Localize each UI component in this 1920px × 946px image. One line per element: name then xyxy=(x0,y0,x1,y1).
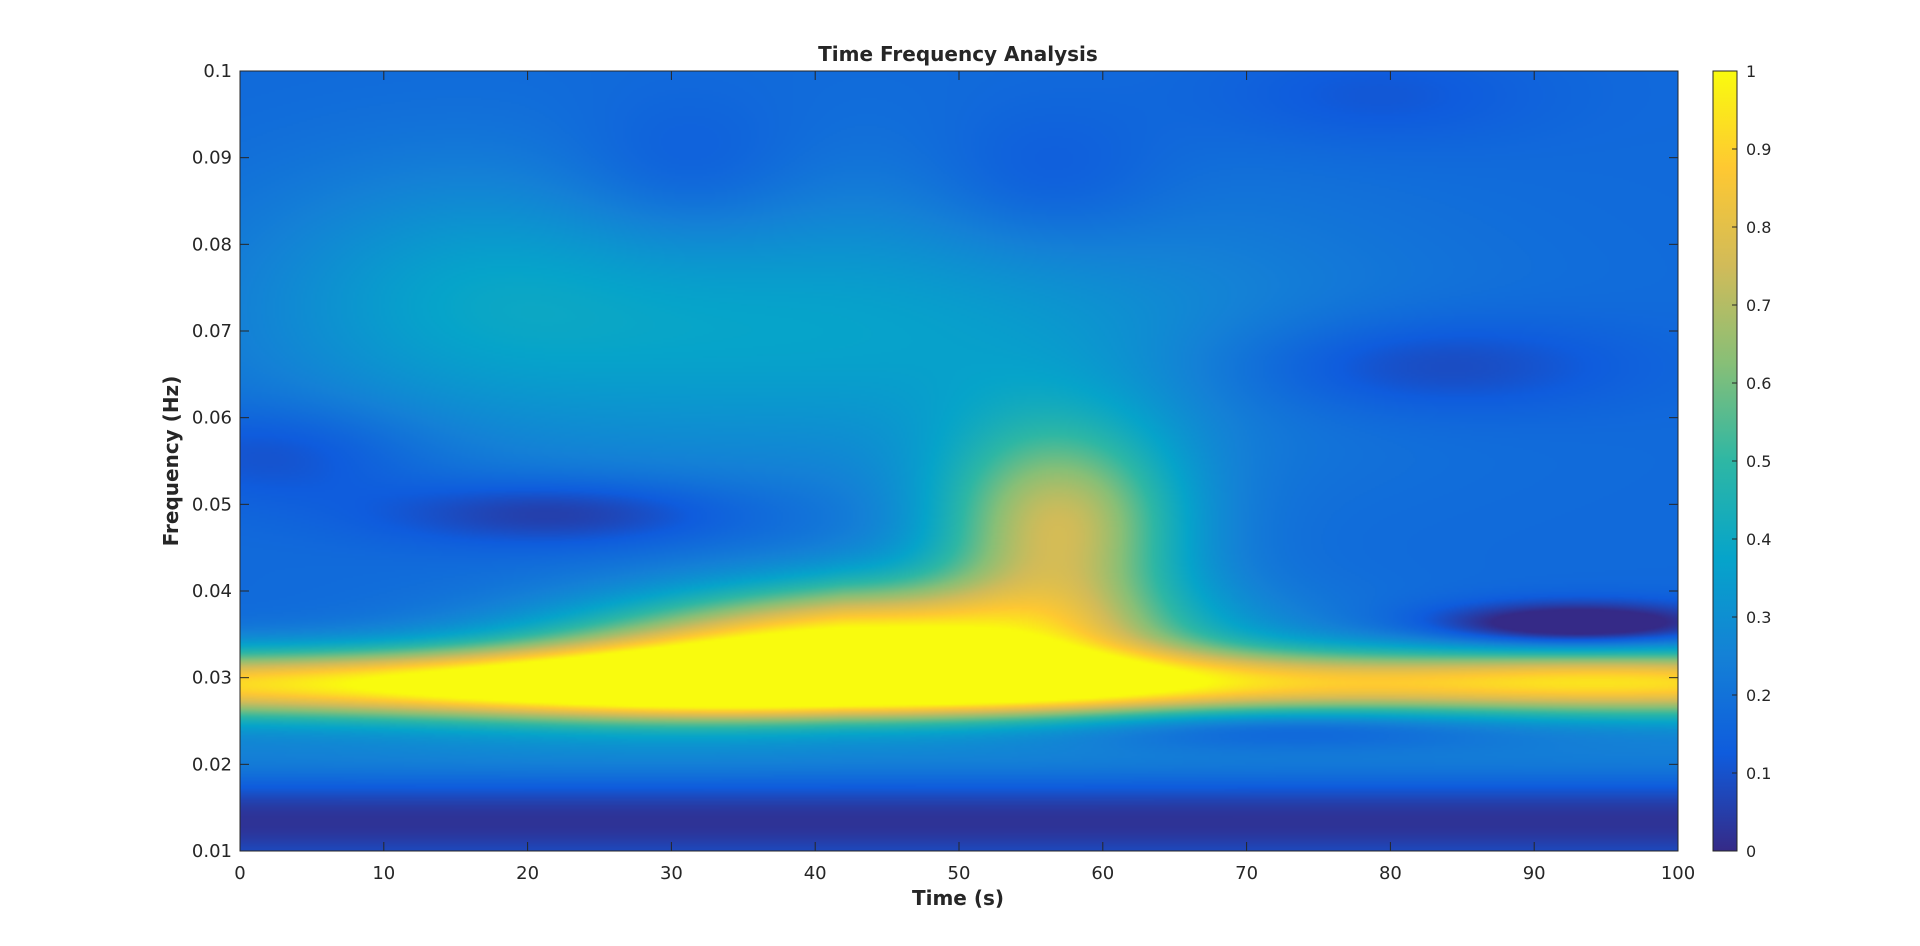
x-axis-title: Time (s) xyxy=(912,886,1004,910)
y-tick-label: 0.08 xyxy=(192,234,232,255)
y-tick-label: 0.02 xyxy=(192,754,232,775)
colorbar-tick-label: 0.6 xyxy=(1746,374,1771,393)
colorbar-axis: 0 0.1 0.2 0.3 0.4 0.5 0.6 0.7 0.8 0.9 1 xyxy=(1732,62,1771,861)
y-tick-label: 0.06 xyxy=(192,408,232,429)
chart-title: Time Frequency Analysis xyxy=(818,42,1098,66)
y-tick-label: 0.09 xyxy=(192,148,232,169)
x-tick-label: 10 xyxy=(372,863,395,884)
colorbar-tick-label: 0.9 xyxy=(1746,140,1771,159)
x-tick-label: 0 xyxy=(234,863,245,884)
y-tick-label: 0.1 xyxy=(203,61,232,82)
y-tick-label: 0.07 xyxy=(192,321,232,342)
x-tick-label: 50 xyxy=(948,863,971,884)
heatmap-image xyxy=(240,71,1678,851)
x-tick-label: 100 xyxy=(1661,863,1695,884)
colorbar-tick-label: 0.3 xyxy=(1746,608,1771,627)
colorbar-tick-label: 0.5 xyxy=(1746,452,1771,471)
colorbar-tick-label: 1 xyxy=(1746,62,1756,81)
x-tick-label: 40 xyxy=(804,863,827,884)
colorbar-tick-label: 0.8 xyxy=(1746,218,1771,237)
plot-area xyxy=(239,70,1679,852)
x-tick-label: 60 xyxy=(1091,863,1114,884)
y-tick-label: 0.04 xyxy=(192,581,232,602)
x-axis: 0 10 20 30 40 50 60 70 80 90 100 xyxy=(234,71,1695,884)
y-axis-title: Frequency (Hz) xyxy=(159,376,183,547)
x-tick-label: 90 xyxy=(1523,863,1546,884)
colorbar-tick-label: 0.2 xyxy=(1746,686,1771,705)
colorbar-tick-label: 0.1 xyxy=(1746,764,1771,783)
x-tick-label: 80 xyxy=(1379,863,1402,884)
colorbar-tick-label: 0.7 xyxy=(1746,296,1771,315)
y-tick-label: 0.03 xyxy=(192,668,232,689)
x-tick-label: 30 xyxy=(660,863,683,884)
y-tick-label: 0.01 xyxy=(192,841,232,862)
y-tick-label: 0.05 xyxy=(192,494,232,515)
colorbar-tick-label: 0.4 xyxy=(1746,530,1771,549)
y-axis: 0.01 0.02 0.03 0.04 0.05 0.06 0.07 0.08 0.09 0.1 xyxy=(192,61,1678,862)
colorbar: 0 0.1 0.2 0.3 0.4 0.5 0.6 0.7 0.8 0.9 1 xyxy=(1712,62,1771,861)
x-tick-label: 20 xyxy=(516,863,539,884)
colorbar-tick-label: 0 xyxy=(1746,842,1756,861)
x-tick-label: 70 xyxy=(1235,863,1258,884)
